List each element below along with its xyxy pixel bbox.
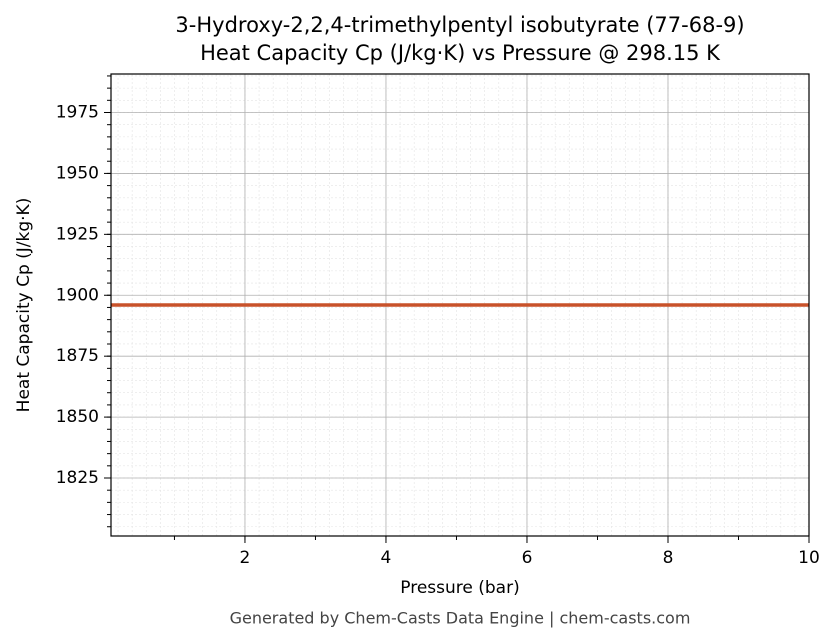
chart-title: 3-Hydroxy-2,2,4-trimethylpentyl isobutyr… (175, 13, 744, 37)
y-tick-label: 1825 (56, 468, 99, 488)
plot-frame (110, 73, 810, 537)
y-axis-label: Heat Capacity Cp (J/kg·K) (14, 198, 34, 413)
y-tick-label: 1875 (56, 346, 99, 366)
x-axis-label: Pressure (bar) (400, 578, 519, 598)
y-tick-label: 1900 (56, 285, 99, 305)
y-tick-label: 1975 (56, 103, 99, 123)
y-tick-label: 1850 (56, 407, 99, 427)
x-tick-label: 10 (798, 548, 820, 568)
x-tick-label: 6 (522, 548, 533, 568)
x-tick-label: 2 (240, 548, 251, 568)
x-tick-label: 8 (663, 548, 674, 568)
y-tick-label: 1950 (56, 163, 99, 183)
x-tick-label: 4 (381, 548, 392, 568)
y-tick-label: 1925 (56, 224, 99, 244)
chart-subtitle: Heat Capacity Cp (J/kg·K) vs Pressure @ … (200, 41, 721, 65)
footer: Generated by Chem-Casts Data Engine | ch… (230, 609, 691, 628)
